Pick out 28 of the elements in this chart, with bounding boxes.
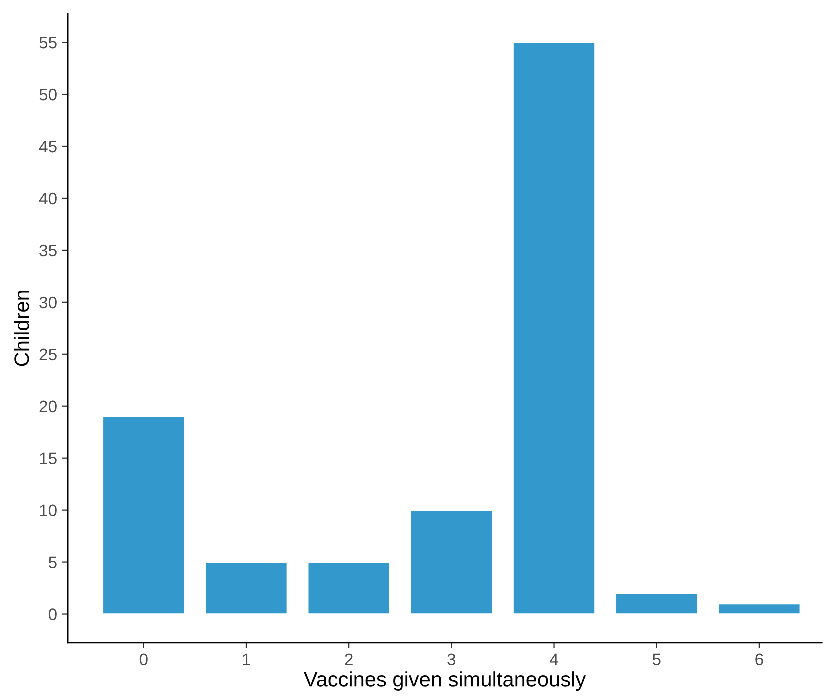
x-tick-label: 4 bbox=[550, 654, 558, 666]
x-axis-title: Vaccines given simultaneously bbox=[304, 672, 586, 692]
y-tick-label: 5 bbox=[48, 556, 57, 568]
bar bbox=[615, 592, 699, 615]
y-tick-label: 40 bbox=[39, 192, 57, 205]
x-tick-label: 2 bbox=[345, 654, 353, 666]
y-tick-label: 55 bbox=[40, 37, 57, 49]
y-tick-label: 15 bbox=[40, 452, 57, 465]
x-tick-label: 6 bbox=[756, 654, 764, 666]
y-axis-title: Children bbox=[14, 290, 30, 366]
x-tick-label: 1 bbox=[243, 654, 250, 666]
x-tick-label: 3 bbox=[448, 654, 456, 666]
bar bbox=[102, 416, 186, 615]
bar bbox=[410, 510, 494, 615]
y-tick-label: 25 bbox=[40, 348, 57, 361]
bar bbox=[512, 42, 596, 615]
y-tick-label: 10 bbox=[40, 504, 57, 517]
y-tick-label: 0 bbox=[48, 608, 57, 620]
x-tick-label: 0 bbox=[140, 654, 148, 666]
y-tick-label: 20 bbox=[40, 400, 57, 413]
x-tick-label: 5 bbox=[652, 654, 661, 666]
y-tick-label: 35 bbox=[40, 244, 57, 257]
bar bbox=[204, 562, 288, 615]
bar bbox=[718, 603, 802, 615]
y-tick-label: 30 bbox=[40, 296, 57, 309]
y-tick-label: 50 bbox=[40, 88, 57, 101]
y-tick-label: 45 bbox=[39, 141, 57, 153]
bar bbox=[307, 562, 391, 615]
